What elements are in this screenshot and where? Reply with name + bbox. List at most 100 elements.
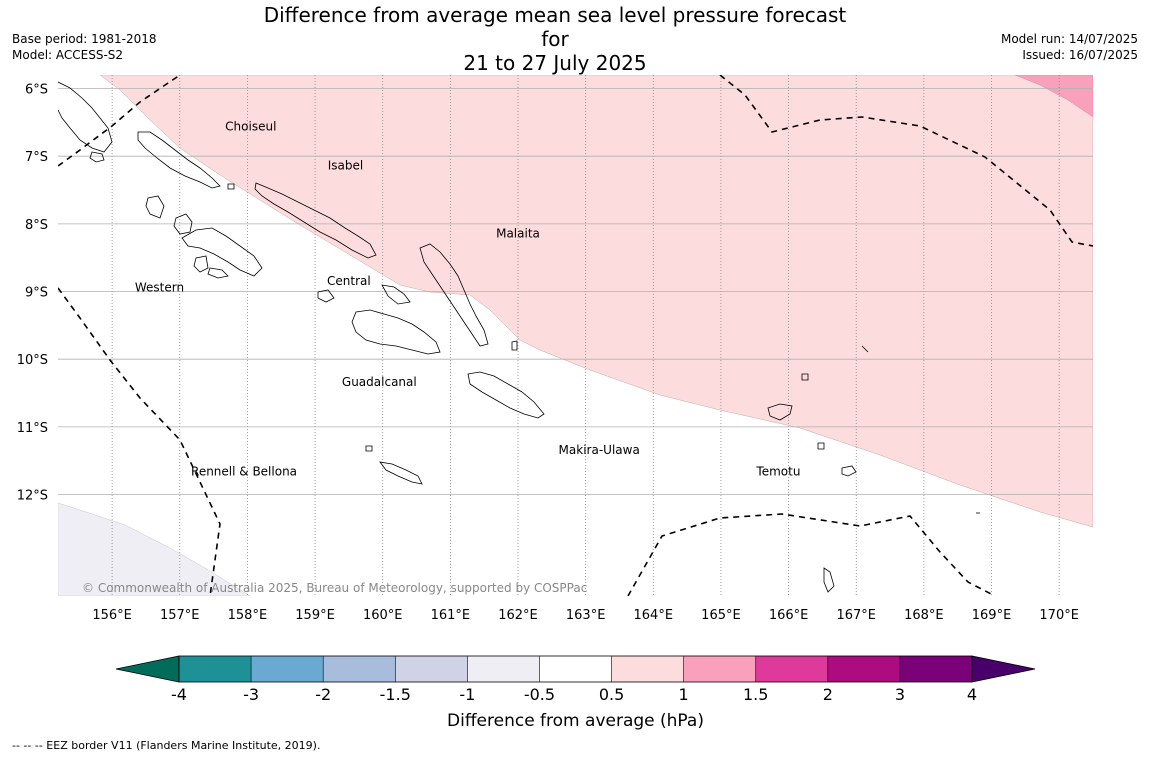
lon-tick-label: 166°E: [769, 608, 809, 623]
vella-lavella-island: [145, 195, 165, 219]
map-area: Choiseul Isabel Malaita Western Central Guada…: [58, 75, 1093, 596]
tetepare-island: [207, 267, 229, 279]
tikopia-islet: [823, 567, 835, 593]
colorbar-tick-label: -0.5: [524, 685, 555, 704]
lon-tick-label: 165°E: [701, 608, 741, 623]
duff-islands: [861, 345, 869, 353]
lon-tick-label: 163°E: [566, 608, 606, 623]
colorbar-swatch: [539, 656, 612, 682]
colorbar-tick-label: 1.5: [743, 685, 768, 704]
colorbar-swatch: [251, 656, 324, 682]
colorbar-swatch: [323, 656, 396, 682]
colorbar-outline: [178, 655, 973, 683]
metadata-right: Model run: 14/07/2025 Issued: 16/07/2025: [1001, 31, 1138, 63]
colorbar-tick-label: 1: [679, 685, 689, 704]
eez-border-west: [58, 287, 221, 596]
colorbar-swatch: [611, 656, 684, 682]
colorbar-over-extension: [971, 655, 1036, 683]
new-georgia-island: [181, 227, 263, 277]
lat-tick-label: 7°S: [25, 150, 48, 165]
title-line-2: 21 to 27 July 2025: [463, 51, 647, 75]
guadalcanal-island: [351, 309, 441, 355]
colorbar-swatch: [755, 656, 828, 682]
colorbar-swatch: [179, 656, 252, 682]
colorbar-tick-label: 0.5: [599, 685, 624, 704]
province-label: Choiseul: [225, 119, 276, 133]
copyright-notice: © Commonwealth of Australia 2025, Bureau…: [82, 581, 587, 595]
colorbar-swatch: [899, 656, 972, 682]
base-period: Base period: 1981-2018: [12, 32, 157, 46]
russell-islands: [317, 289, 335, 303]
reef-islands: [801, 373, 809, 381]
colorbar-tick-label: -1: [459, 685, 475, 704]
province-label: Temotu: [755, 465, 800, 479]
colorbar-under-extension: [115, 655, 180, 683]
gridlines: [58, 75, 1093, 596]
lon-tick-label: 161°E: [431, 608, 471, 623]
vanikoro-island: [841, 465, 857, 477]
metadata-left: Base period: 1981-2018 Model: ACCESS-S2: [12, 31, 157, 63]
colorbar-tick-label: -1.5: [380, 685, 411, 704]
eez-border-south: [627, 513, 996, 596]
issued-date: Issued: 16/07/2025: [1022, 48, 1138, 62]
choiseul-east-islet: [227, 183, 235, 190]
rendova-island: [193, 255, 209, 273]
colorbar-tick-label: -3: [243, 685, 259, 704]
santa-cruz-islands: [767, 403, 793, 421]
bougainville-south-islet: [89, 151, 105, 163]
negative-anomaly-area: [58, 502, 251, 596]
lon-tick-label: 168°E: [904, 608, 944, 623]
colorbar-tick-label: 2: [823, 685, 833, 704]
bellona-island: [365, 445, 373, 452]
isabel-island: [254, 182, 377, 259]
lon-tick-label: 162°E: [498, 608, 538, 623]
makira-island: [467, 371, 545, 419]
lat-tick-label: 9°S: [25, 286, 48, 301]
lat-tick-label: 8°S: [25, 218, 48, 233]
chart-title: Difference from average mean sea level p…: [250, 3, 860, 75]
lon-tick-label: 164°E: [634, 608, 674, 623]
colorbar-tick-label: -4: [171, 685, 187, 704]
malaita-island: [419, 243, 489, 347]
coastlines: [58, 81, 980, 593]
rennell-island: [379, 461, 423, 485]
positive-anomaly-area: [99, 75, 1093, 528]
bougainville-island: [58, 81, 113, 153]
model-name: Model: ACCESS-S2: [12, 48, 124, 62]
kolombangara-island: [173, 213, 193, 235]
choiseul-island: [137, 131, 221, 189]
lon-tick-label: 167°E: [836, 608, 876, 623]
lon-tick-label: 158°E: [228, 608, 268, 623]
colorbar: -4 -3 -2 -1.5 -1 -0.5 0.5 1 1.5 2 3 4 Difference fro…: [115, 655, 1036, 731]
province-label: Isabel: [328, 159, 363, 173]
colorbar-swatch: [827, 656, 900, 682]
province-label: Guadalcanal: [342, 375, 417, 389]
province-label: Malaita: [496, 226, 540, 240]
colorbar-tick-label: 3: [895, 685, 905, 704]
lat-tick-label: 12°S: [17, 489, 48, 504]
province-label: Western: [135, 281, 184, 295]
colorbar-title: Difference from average (hPa): [447, 711, 704, 731]
eez-border-northwest: [58, 75, 181, 167]
lat-tick-label: 10°S: [17, 353, 48, 368]
lat-tick-label: 6°S: [25, 83, 48, 98]
ulawa-island: [511, 340, 518, 351]
florida-islands: [381, 284, 411, 305]
lat-tick-label: 11°S: [17, 421, 48, 436]
colorbar-tick-label: 4: [967, 685, 977, 704]
lon-tick-label: 160°E: [363, 608, 403, 623]
province-label: Makira-Ulawa: [559, 443, 640, 457]
title-line-1: Difference from average mean sea level p…: [263, 3, 847, 51]
eez-footnote: -- -- -- EEZ border V11 (Flanders Marine…: [12, 739, 321, 752]
lon-tick-label: 156°E: [92, 608, 132, 623]
colorbar-swatch: [395, 656, 468, 682]
lon-tick-label: 159°E: [295, 608, 335, 623]
region-labels: Choiseul Isabel Malaita Western Central Guada…: [135, 119, 801, 478]
province-label: Central: [327, 274, 371, 288]
province-label: Rennell & Bellona: [191, 465, 297, 479]
eez-borders: [58, 75, 1093, 596]
colorbar-tick-label: -2: [315, 685, 331, 704]
colorbar-swatch: [683, 656, 756, 682]
utupua-island: [817, 442, 825, 450]
